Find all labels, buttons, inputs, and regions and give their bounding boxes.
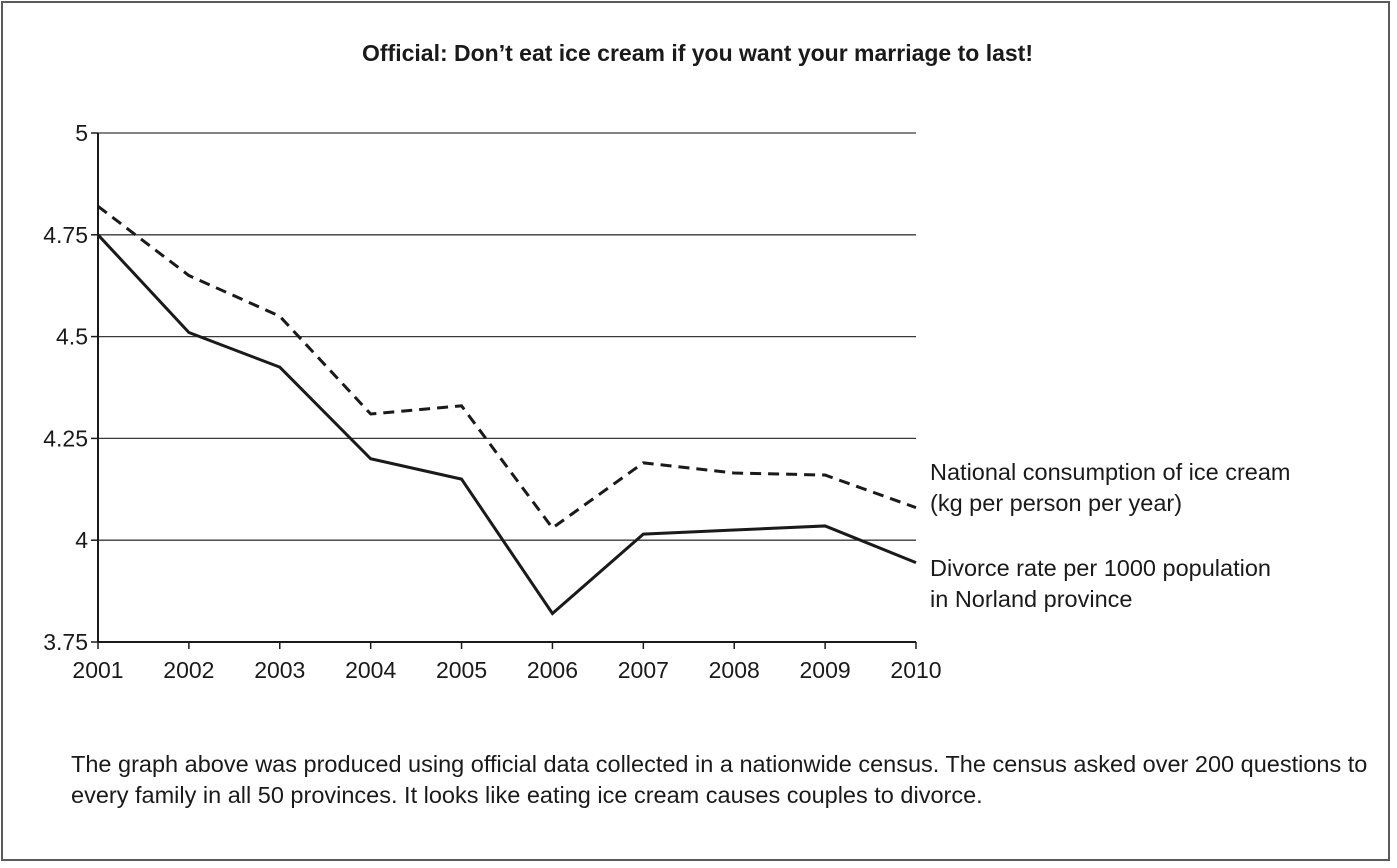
series-label: (kg per person per year) (930, 490, 1182, 516)
series-line-1 (97, 205, 917, 531)
caption: The graph above was produced using offic… (71, 749, 1371, 811)
caption-text: The graph above was produced using offic… (71, 751, 1368, 808)
y-tick-label: 3.75 (43, 629, 88, 655)
x-tick-label: 2004 (345, 657, 396, 683)
x-tick-label: 2001 (72, 657, 123, 683)
x-tick-label: 2005 (436, 657, 487, 683)
x-tick-label: 2002 (163, 657, 214, 683)
x-tick-label: 2007 (618, 657, 669, 683)
y-tick-label: 5 (75, 120, 88, 146)
series-label: National consumption of ice cream (930, 459, 1291, 485)
x-tick-label: 2010 (890, 657, 941, 683)
y-tick-label: 4 (75, 527, 88, 553)
x-tick-label: 2003 (254, 657, 305, 683)
x-tick-label: 2006 (527, 657, 578, 683)
y-tick-label: 4.5 (56, 324, 88, 350)
y-tick-label: 4.75 (43, 222, 88, 248)
x-tick-label: 2008 (709, 657, 760, 683)
y-tick-label: 4.25 (43, 425, 88, 451)
x-tick-label: 2009 (800, 657, 851, 683)
chart-title: Official: Don’t eat ice cream if you wan… (362, 40, 1033, 66)
series-line-2 (96, 233, 917, 616)
series-label: in Norland province (930, 586, 1132, 612)
series-label: Divorce rate per 1000 population (930, 555, 1271, 581)
